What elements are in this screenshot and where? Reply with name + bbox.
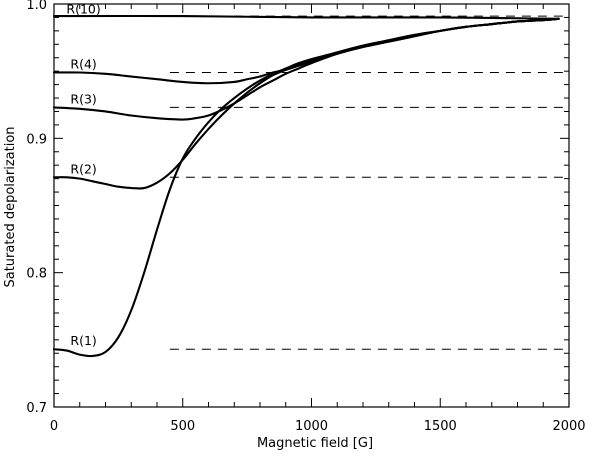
y-tick-label: 0.8 (26, 267, 47, 282)
asymptote-lines (169, 15, 569, 350)
y-tick-label: 0.7 (26, 401, 47, 416)
curve-label: R(4) (70, 56, 96, 71)
y-tick-label: 1.0 (26, 0, 47, 13)
x-tick-label: 1000 (295, 419, 328, 434)
series-line (52, 17, 560, 121)
curve-label: R(1) (70, 333, 96, 348)
series-curves (52, 14, 560, 358)
plot-frame (53, 3, 570, 408)
curve-labels: R(10) R(4) R(3) R(2) R(1) (66, 1, 100, 348)
y-axis-label: Saturated depolarization (3, 126, 18, 287)
curve-label: R(10) (66, 1, 100, 16)
curve-label: R(3) (70, 91, 96, 106)
ticks: 0 500 1000 1500 2000 0.7 0.8 0.9 1.0 (26, 0, 585, 434)
x-tick-label: 2000 (552, 419, 585, 434)
x-tick-label: 500 (170, 419, 195, 434)
x-tick-label: 1500 (424, 419, 457, 434)
x-tick-label: 0 (50, 419, 58, 434)
series-line (52, 14, 560, 20)
curve-label: R(2) (70, 161, 96, 176)
series-line (52, 17, 560, 85)
x-axis-label: Magnetic field [G] (257, 436, 373, 451)
y-tick-label: 0.9 (26, 132, 47, 147)
axes (53, 3, 570, 408)
series-line (52, 17, 560, 190)
